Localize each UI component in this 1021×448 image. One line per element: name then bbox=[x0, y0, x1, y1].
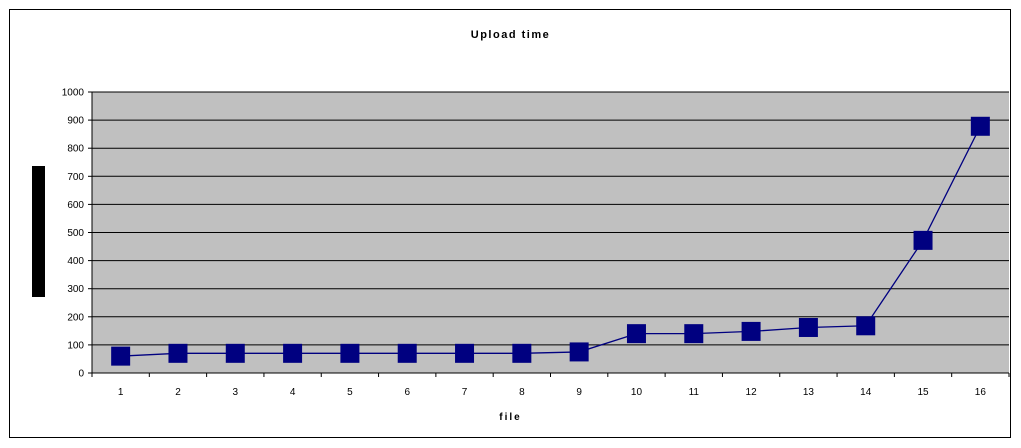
x-tick-label: 12 bbox=[746, 387, 758, 398]
x-tick-label: 8 bbox=[519, 387, 525, 398]
x-tick-label: 4 bbox=[290, 387, 296, 398]
data-point-marker bbox=[569, 342, 589, 362]
data-point-marker bbox=[340, 343, 360, 363]
x-tick-label: 16 bbox=[975, 387, 987, 398]
x-tick-label: 3 bbox=[233, 387, 239, 398]
data-point-marker bbox=[913, 230, 933, 250]
x-tick-label: 7 bbox=[462, 387, 468, 398]
data-point-marker bbox=[512, 343, 532, 363]
data-point-marker bbox=[626, 324, 646, 344]
y-tick-label: 700 bbox=[67, 172, 84, 183]
y-tick-label: 600 bbox=[67, 200, 84, 211]
data-point-marker bbox=[111, 346, 131, 366]
y-tick-label: 800 bbox=[67, 144, 84, 155]
chart-title: Upload time bbox=[470, 29, 551, 41]
x-tick-label: 2 bbox=[175, 387, 181, 398]
y-tick-label: 0 bbox=[78, 369, 84, 380]
x-axis-label: file bbox=[499, 412, 522, 423]
y-tick-label: 500 bbox=[67, 228, 84, 239]
data-point-marker bbox=[283, 343, 303, 363]
x-tick-label: 9 bbox=[576, 387, 582, 398]
data-point-marker bbox=[455, 343, 475, 363]
data-point-marker bbox=[397, 343, 417, 363]
y-tick-label: 200 bbox=[67, 312, 84, 323]
y-tick-label: 900 bbox=[67, 116, 84, 127]
x-tick-label: 11 bbox=[689, 387, 700, 398]
data-point-marker bbox=[970, 116, 990, 136]
x-tick-label: 13 bbox=[803, 387, 815, 398]
y-axis-label-block bbox=[32, 166, 45, 297]
y-tick-label: 1000 bbox=[62, 88, 85, 99]
data-point-marker bbox=[798, 317, 818, 337]
x-tick-label: 14 bbox=[860, 387, 872, 398]
y-tick-label: 300 bbox=[67, 284, 84, 295]
y-tick-label: 100 bbox=[67, 340, 84, 351]
y-tick-label: 400 bbox=[67, 256, 84, 267]
x-tick-label: 1 bbox=[118, 387, 124, 398]
data-point-marker bbox=[168, 343, 188, 363]
data-point-marker bbox=[684, 324, 704, 344]
x-tick-label: 6 bbox=[404, 387, 410, 398]
data-point-marker bbox=[225, 343, 245, 363]
x-tick-label: 15 bbox=[917, 387, 929, 398]
data-point-marker bbox=[741, 321, 761, 341]
x-tick-label: 5 bbox=[347, 387, 353, 398]
x-tick-label: 10 bbox=[631, 387, 643, 398]
data-point-marker bbox=[856, 316, 876, 336]
series-line bbox=[120, 125, 981, 357]
